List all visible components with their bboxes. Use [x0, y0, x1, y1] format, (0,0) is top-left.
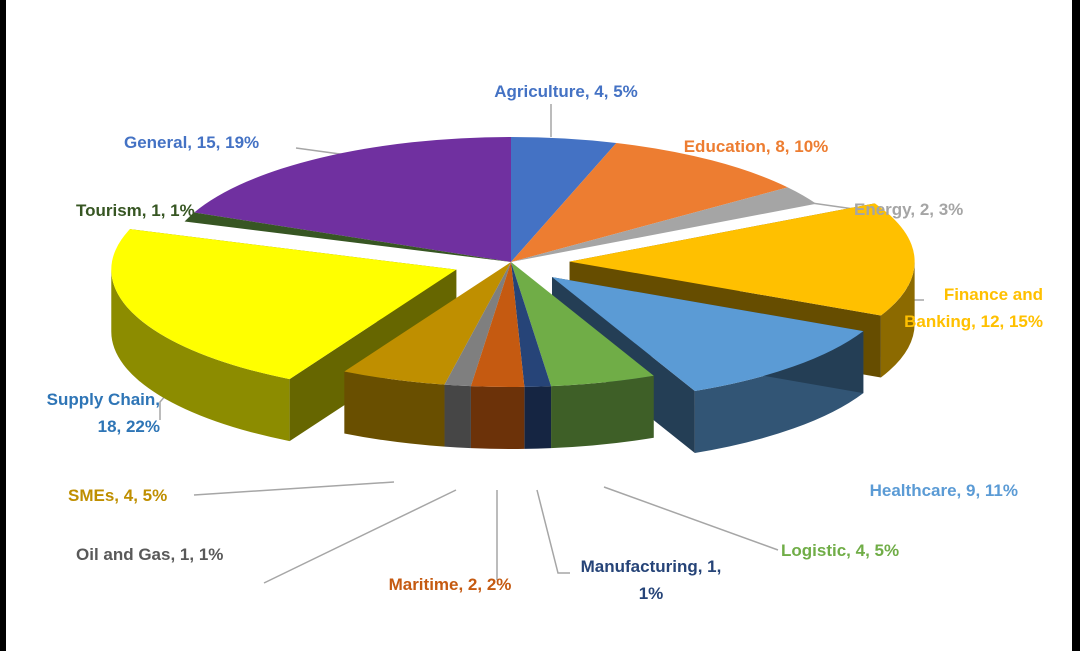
slice-top-agriculture: [511, 137, 617, 262]
data-label-logistic: Logistic, 4, 5%: [781, 541, 899, 560]
slice-top-oil-and-gas: [444, 262, 511, 387]
data-label-healthcare: Healthcare, 9, 11%: [870, 481, 1018, 500]
slice-logistic: [511, 262, 654, 449]
slice-smes: [344, 262, 511, 447]
slice-side-manufacturing: [524, 386, 552, 449]
slice-agriculture: [511, 137, 617, 262]
data-label-line: Energy, 2, 3%: [854, 200, 963, 219]
slice-side-smes: [344, 371, 445, 447]
slice-tourism: [184, 212, 511, 262]
data-label-manufacturing: Manufacturing, 1, 1%: [581, 557, 722, 603]
slice-top-manufacturing: [511, 262, 552, 387]
data-label-oil-and-gas: Oil and Gas, 1, 1%: [76, 545, 223, 564]
slice-top-smes: [344, 262, 511, 385]
data-label-tourism: Tourism, 1, 1%: [76, 201, 195, 220]
slice-maritime: [470, 262, 525, 449]
pie-slices: [111, 137, 915, 453]
slice-energy: [511, 187, 817, 262]
slice-oil-and-gas: [444, 262, 511, 449]
data-label-supply-chain: Supply Chain, 18, 22%: [47, 390, 160, 436]
data-label-line: Healthcare, 9, 11%: [870, 481, 1018, 500]
data-label-line: Logistic, 4, 5%: [781, 541, 899, 560]
slice-top-finance-and-banking: [569, 203, 915, 316]
data-label-line: Maritime, 2, 2%: [389, 575, 512, 594]
data-label-line: 1%: [639, 584, 664, 603]
slice-general: [194, 137, 511, 262]
data-label-education: Education, 8, 10%: [684, 137, 829, 156]
data-label-line: Education, 8, 10%: [684, 137, 829, 156]
data-label-finance-and-banking: Finance and Banking, 12, 15%: [904, 285, 1043, 331]
data-label-energy: Energy, 2, 3%: [854, 200, 963, 219]
data-label-line: 18, 22%: [98, 417, 160, 436]
slice-top-logistic: [511, 262, 654, 387]
data-label-line: Tourism, 1, 1%: [76, 201, 195, 220]
data-label-line: Supply Chain,: [47, 390, 160, 409]
slice-top-energy: [511, 187, 817, 262]
data-label-line: SMEs, 4, 5%: [68, 486, 167, 505]
slice-healthcare: [552, 277, 864, 453]
slice-side-logistic: [551, 375, 654, 449]
leader-line-supply-chain: [159, 394, 167, 420]
leader-line-manufacturing: [536, 489, 570, 574]
pie-chart: Agriculture, 4, 5% Education, 8, 10% Energ…: [47, 82, 1043, 603]
data-label-maritime: Maritime, 2, 2%: [389, 575, 512, 594]
data-labels: Agriculture, 4, 5% Education, 8, 10% Energ…: [47, 82, 1043, 603]
data-label-line: Finance and: [944, 285, 1043, 304]
slice-top-tourism: [184, 212, 511, 262]
slice-top-healthcare: [552, 277, 864, 391]
data-label-line: General, 15, 19%: [124, 133, 259, 152]
data-label-smes: SMEs, 4, 5%: [68, 486, 167, 505]
data-label-line: Agriculture, 4, 5%: [494, 82, 638, 101]
slice-education: [511, 142, 788, 262]
leader-line-oil-and-gas: [263, 489, 457, 584]
data-label-agriculture: Agriculture, 4, 5%: [494, 82, 638, 101]
slice-side-maritime: [470, 386, 525, 449]
data-label-line: Manufacturing, 1,: [581, 557, 722, 576]
slice-side-finance-and-banking: [880, 261, 915, 378]
data-label-line: Oil and Gas, 1, 1%: [76, 545, 223, 564]
leader-line-smes: [193, 481, 395, 496]
slice-side-oil-and-gas: [444, 384, 471, 449]
slice-top-supply-chain: [111, 229, 457, 380]
data-label-general: General, 15, 19%: [124, 133, 259, 152]
chart-frame: Agriculture, 4, 5% Education, 8, 10% Energ…: [6, 0, 1072, 651]
slice-side-supply-chain: [111, 269, 290, 442]
slice-top-general: [194, 137, 511, 262]
leader-line-logistic: [603, 486, 779, 551]
slice-manufacturing: [511, 262, 552, 449]
slice-top-education: [511, 142, 788, 262]
slice-top-maritime: [470, 262, 525, 387]
data-label-line: Banking, 12, 15%: [904, 312, 1043, 331]
